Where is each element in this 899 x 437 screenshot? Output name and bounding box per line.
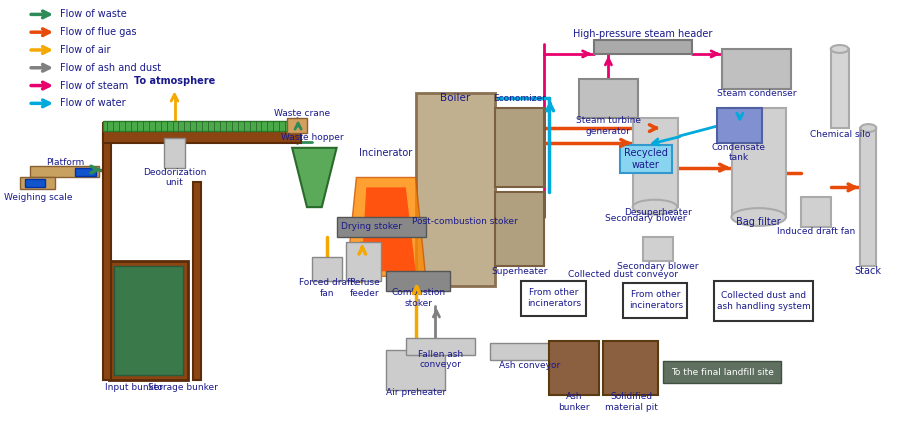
Bar [312, 257, 342, 281]
Text: Refuse
feeder: Refuse feeder [349, 278, 379, 298]
Text: Ash conveyor: Ash conveyor [499, 361, 560, 370]
Bar [603, 340, 658, 395]
Text: Stack: Stack [855, 267, 882, 276]
Text: Forced draft
fan: Forced draft fan [299, 278, 354, 298]
Bar [103, 131, 301, 143]
Bar [579, 79, 638, 118]
Polygon shape [292, 148, 336, 207]
Text: Steam condenser: Steam condenser [717, 89, 797, 98]
Bar [623, 283, 688, 318]
Text: Post-combustion stoker: Post-combustion stoker [413, 218, 518, 226]
Bar [714, 281, 813, 321]
Text: Deodorization
unit: Deodorization unit [143, 168, 206, 187]
Polygon shape [361, 187, 415, 271]
Bar [620, 145, 672, 173]
Text: Flow of waste: Flow of waste [60, 10, 127, 19]
Ellipse shape [732, 208, 786, 226]
Bar [25, 180, 45, 187]
Text: To the final landfill site: To the final landfill site [671, 368, 773, 377]
Text: Secondary blower: Secondary blower [617, 262, 699, 271]
Bar [801, 197, 831, 227]
Bar [521, 281, 585, 316]
Text: High-pressure steam header: High-pressure steam header [574, 29, 713, 39]
Bar [593, 40, 692, 54]
Text: Collected dust conveyor: Collected dust conveyor [568, 270, 678, 279]
Text: Recycled
water: Recycled water [624, 148, 668, 170]
Bar [21, 177, 55, 189]
Bar [663, 361, 781, 383]
Bar [643, 237, 672, 261]
Text: Storage bunker: Storage bunker [148, 382, 218, 392]
Ellipse shape [831, 45, 849, 53]
Text: Ash
bunker: Ash bunker [558, 392, 590, 412]
Text: Collected dust and
ash handling system: Collected dust and ash handling system [717, 291, 811, 311]
Bar [860, 128, 877, 267]
Bar [75, 168, 96, 176]
Text: Bag filter: Bag filter [736, 217, 781, 227]
Text: Condensate
tank: Condensate tank [712, 143, 766, 163]
Bar [287, 118, 307, 133]
Bar [633, 118, 678, 207]
Ellipse shape [633, 200, 677, 215]
Bar [336, 217, 425, 237]
Bar [386, 271, 450, 291]
Text: From other
incinerators: From other incinerators [628, 290, 683, 310]
Bar [103, 121, 301, 131]
Ellipse shape [860, 124, 877, 132]
Bar [549, 340, 599, 395]
Text: Chemical silo: Chemical silo [809, 131, 870, 139]
Bar [103, 123, 111, 380]
Text: Desuperheater: Desuperheater [624, 208, 691, 217]
Bar [494, 108, 544, 187]
Bar [346, 242, 381, 281]
Bar [494, 192, 544, 267]
Text: Induced draft fan: Induced draft fan [777, 227, 855, 236]
Text: To atmosphere: To atmosphere [134, 76, 215, 86]
Text: Input bunker: Input bunker [105, 382, 163, 392]
Bar [386, 350, 445, 390]
Text: Weighing scale: Weighing scale [4, 193, 72, 202]
Text: Secondary blower: Secondary blower [605, 215, 687, 223]
Bar [164, 138, 185, 168]
Bar [415, 94, 494, 286]
Text: Flow of flue gas: Flow of flue gas [60, 27, 137, 37]
Text: Waste hopper: Waste hopper [280, 133, 343, 142]
Text: Combustion
stoker: Combustion stoker [392, 288, 446, 308]
Text: Flow of water: Flow of water [60, 98, 126, 108]
Text: Flow of air: Flow of air [60, 45, 111, 55]
Text: Economizer: Economizer [493, 94, 546, 103]
Bar [490, 343, 569, 361]
Text: Flow of ash and dust: Flow of ash and dust [60, 63, 161, 73]
Bar [722, 49, 791, 89]
Bar [717, 108, 761, 143]
Text: Platform: Platform [46, 158, 84, 167]
Bar [110, 261, 189, 380]
Text: Incinerator: Incinerator [360, 148, 413, 158]
Bar [405, 338, 475, 355]
Bar [732, 108, 787, 217]
Polygon shape [346, 177, 425, 276]
Bar [114, 267, 183, 375]
Text: Flow of steam: Flow of steam [60, 80, 129, 90]
Text: Solidified
material pit: Solidified material pit [605, 392, 657, 412]
Text: Steam turbine
generator: Steam turbine generator [576, 116, 641, 136]
Text: Superheater: Superheater [491, 267, 547, 276]
Text: Boiler: Boiler [441, 94, 470, 104]
Text: Drying stoker: Drying stoker [341, 222, 402, 232]
Bar [193, 182, 201, 380]
Bar [831, 49, 849, 128]
Text: Waste crane: Waste crane [274, 109, 330, 118]
Text: Air preheater: Air preheater [386, 388, 446, 397]
Text: Fallen ash
conveyor: Fallen ash conveyor [418, 350, 463, 369]
Bar [31, 166, 100, 177]
Text: From other
incinerators: From other incinerators [527, 288, 581, 308]
